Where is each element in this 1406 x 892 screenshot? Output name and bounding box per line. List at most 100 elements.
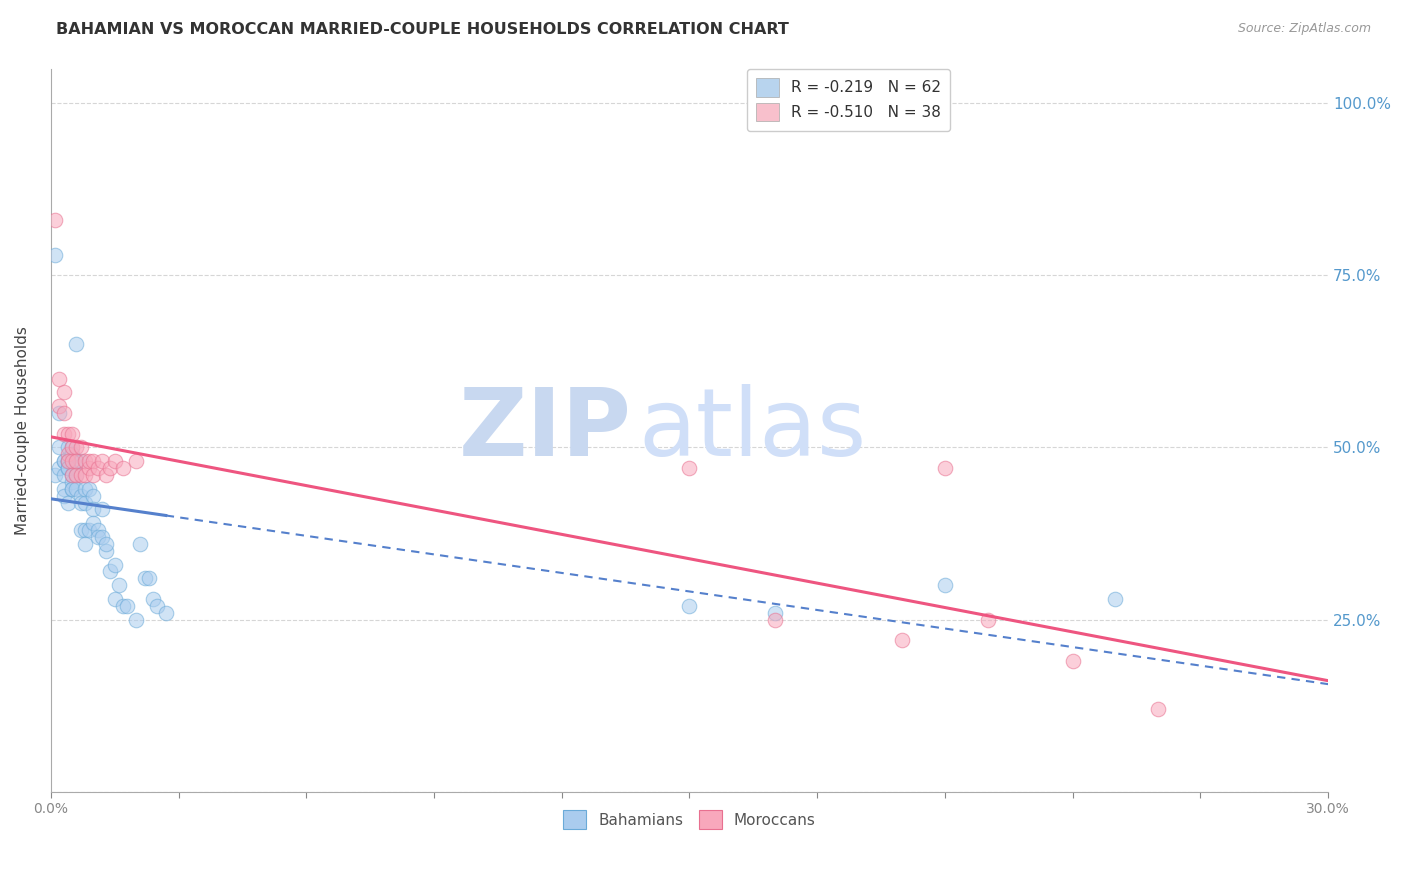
Point [69, 495, 91, 509]
Point [48, 441, 70, 455]
Point [60, 475, 83, 489]
Point [73, 537, 96, 551]
Point [52, 454, 75, 468]
Point [65, 454, 87, 468]
Point [104, 558, 127, 572]
Point [73, 454, 96, 468]
Point [52, 489, 75, 503]
Point [65, 454, 87, 468]
Text: Source: ZipAtlas.com: Source: ZipAtlas.com [1237, 22, 1371, 36]
Point [155, 606, 177, 620]
Point [96, 544, 118, 558]
Point [82, 468, 104, 483]
Point [44, 247, 66, 261]
Point [104, 454, 127, 468]
Point [56, 454, 79, 468]
Point [69, 441, 91, 455]
Point [112, 461, 135, 475]
Point [56, 461, 79, 475]
Point [48, 461, 70, 475]
Point [69, 489, 91, 503]
Point [60, 426, 83, 441]
Point [125, 454, 148, 468]
Point [56, 454, 79, 468]
Point [73, 482, 96, 496]
Point [65, 468, 87, 483]
Point [77, 461, 100, 475]
Point [976, 613, 998, 627]
Point [134, 571, 156, 585]
Point [52, 454, 75, 468]
Point [60, 441, 83, 455]
Point [73, 468, 96, 483]
Point [56, 447, 79, 461]
Point [1104, 592, 1126, 607]
Point [52, 385, 75, 400]
Point [65, 441, 87, 455]
Point [146, 599, 169, 613]
Point [82, 502, 104, 516]
Point [44, 468, 66, 483]
Point [60, 468, 83, 483]
Point [1062, 654, 1084, 668]
Point [60, 468, 83, 483]
Text: ZIP: ZIP [460, 384, 633, 476]
Point [69, 468, 91, 483]
Point [60, 454, 83, 468]
Point [108, 578, 131, 592]
Text: atlas: atlas [638, 384, 866, 476]
Point [65, 337, 87, 351]
Point [129, 537, 152, 551]
Point [52, 426, 75, 441]
Point [934, 461, 956, 475]
Point [77, 454, 100, 468]
Point [60, 482, 83, 496]
Point [69, 454, 91, 468]
Point [100, 461, 122, 475]
Point [763, 606, 786, 620]
Point [678, 599, 700, 613]
Point [90, 502, 112, 516]
Point [56, 461, 79, 475]
Point [44, 213, 66, 227]
Point [65, 468, 87, 483]
Point [82, 489, 104, 503]
Point [48, 399, 70, 413]
Point [82, 454, 104, 468]
Point [56, 426, 79, 441]
Point [142, 592, 165, 607]
Point [86, 530, 108, 544]
Point [77, 482, 100, 496]
Point [104, 592, 127, 607]
Point [65, 482, 87, 496]
Point [117, 599, 139, 613]
Point [891, 633, 914, 648]
Point [1146, 702, 1168, 716]
Point [52, 406, 75, 420]
Point [82, 516, 104, 531]
Point [56, 441, 79, 455]
Legend: Bahamians, Moroccans: Bahamians, Moroccans [557, 804, 823, 835]
Point [96, 537, 118, 551]
Point [100, 565, 122, 579]
Text: BAHAMIAN VS MOROCCAN MARRIED-COUPLE HOUSEHOLDS CORRELATION CHART: BAHAMIAN VS MOROCCAN MARRIED-COUPLE HOUS… [56, 22, 789, 37]
Point [60, 441, 83, 455]
Point [138, 571, 160, 585]
Point [56, 454, 79, 468]
Point [48, 406, 70, 420]
Point [934, 578, 956, 592]
Y-axis label: Married-couple Households: Married-couple Households [15, 326, 30, 534]
Point [763, 613, 786, 627]
Point [90, 454, 112, 468]
Point [60, 447, 83, 461]
Point [90, 530, 112, 544]
Point [86, 523, 108, 537]
Point [96, 468, 118, 483]
Point [77, 523, 100, 537]
Point [73, 523, 96, 537]
Point [678, 461, 700, 475]
Point [112, 599, 135, 613]
Point [73, 495, 96, 509]
Point [69, 523, 91, 537]
Point [52, 482, 75, 496]
